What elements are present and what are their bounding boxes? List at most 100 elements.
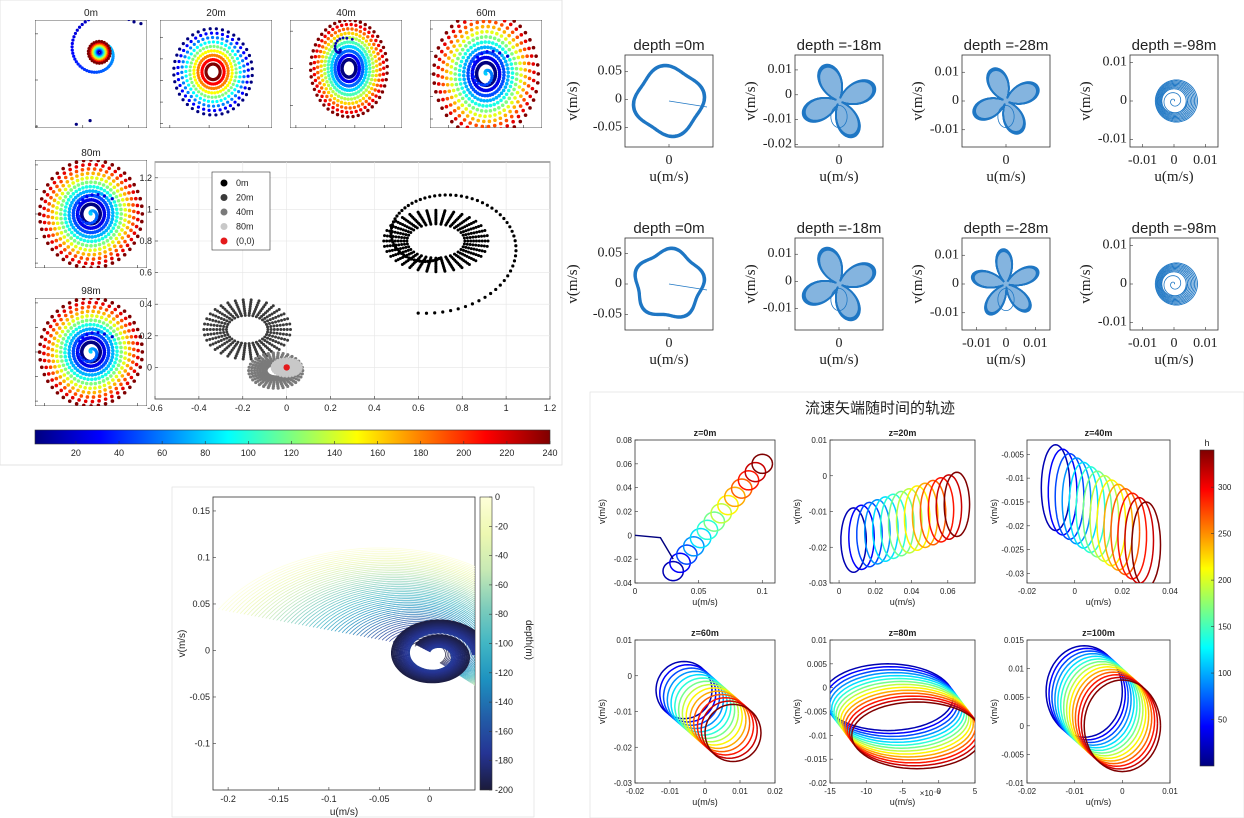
y-tick-label: -0.01 (930, 305, 959, 320)
scatter-point-80m (278, 357, 282, 362)
spiral-point (183, 86, 188, 90)
spiral-point (205, 45, 209, 49)
spiral-point (246, 62, 250, 66)
trajectory-line (395, 622, 475, 681)
spiral-point (94, 189, 98, 194)
scatter-point-80m (285, 374, 289, 378)
y-tick-label: -0.05 (189, 692, 210, 702)
spiral-point (110, 256, 114, 261)
scatter-point-20m (242, 348, 246, 352)
spiral-point (89, 382, 93, 386)
spiral-point (74, 382, 78, 387)
spiral-point (81, 252, 86, 256)
scatter-point-80m (294, 359, 298, 363)
colorbar-tick-label: -180 (495, 756, 513, 766)
x-axis-label: u(m/s) (692, 597, 718, 607)
spiral-point (110, 394, 114, 399)
spiral-point (233, 63, 237, 67)
scatter-point-20m (215, 324, 219, 328)
spiral-point (500, 82, 504, 86)
spiral-point (201, 88, 205, 92)
spiral-series (471, 49, 510, 87)
scatter-point-20m (217, 320, 221, 324)
spiral-point (324, 46, 328, 50)
spiral-point (316, 37, 321, 42)
spiral-point (330, 60, 335, 64)
spiral-point (346, 97, 350, 101)
y-axis-label: v(m/s) (565, 264, 581, 303)
spiral-point (344, 106, 348, 110)
spiral-point (131, 328, 136, 332)
spiral-point (76, 321, 81, 325)
spiral-point (72, 35, 76, 39)
spiral-point (176, 71, 180, 76)
scatter-point-20m (272, 331, 276, 335)
scatter-point-0m (407, 226, 411, 230)
y-tick-label: 0 (615, 276, 622, 291)
spiral-point (58, 212, 63, 216)
spiral-point (475, 55, 480, 59)
trajectory-line (1117, 492, 1148, 580)
scatter-point-20m (202, 327, 206, 331)
spiral-point (455, 20, 460, 23)
spiral-point (61, 225, 66, 230)
trajectory-line (218, 547, 475, 610)
spiral-point (206, 99, 211, 103)
spiral-point (441, 82, 445, 87)
spiral-series (86, 39, 112, 65)
spiral-point (444, 76, 449, 80)
spiral-point (71, 349, 76, 353)
spiral-point (487, 40, 491, 45)
scatter-point-0m (452, 268, 456, 272)
spiral-point (462, 118, 467, 122)
scatter-point-20m (271, 338, 275, 342)
spiral-point (202, 112, 206, 116)
spiral-point (523, 74, 528, 79)
spiral-point (66, 233, 70, 237)
trajectory-line (1157, 265, 1194, 303)
spiral-point (55, 253, 60, 257)
spiral-point (384, 77, 388, 82)
spiral-point (123, 369, 128, 373)
spiral-point (63, 351, 67, 355)
spiral-point (378, 73, 382, 77)
spiral-point (106, 198, 111, 203)
scatter-point-0m (400, 243, 404, 247)
scatter-point-0m (463, 253, 467, 257)
spiral-point (72, 239, 77, 243)
spiral-point (172, 73, 176, 77)
scatter-point-0m (483, 250, 487, 254)
spiral-point (95, 70, 99, 74)
spiral-point (49, 333, 53, 338)
spiral-point (48, 227, 53, 232)
spiral-point (434, 90, 438, 94)
spiral-point (123, 316, 128, 321)
spiral-point (367, 70, 372, 74)
scatter-point-20m (231, 314, 235, 318)
scatter-point-0m (385, 250, 389, 254)
spiral-point (449, 95, 454, 100)
trajectory-line (239, 558, 475, 614)
spiral-point (55, 359, 60, 364)
scatter-point-20m (260, 341, 264, 345)
spiral-point (136, 217, 140, 222)
scatter-point-20m (275, 324, 279, 328)
scatter-point-20m (282, 343, 286, 347)
spiral-point (473, 95, 477, 100)
spiral-point (331, 74, 335, 79)
spiral-point (500, 47, 505, 52)
spiral-point (99, 177, 104, 182)
y-tick-label: 1.2 (139, 173, 152, 183)
spiral-point (98, 247, 102, 251)
spiral-point (88, 386, 92, 391)
spiral-point (61, 166, 65, 171)
y-tick-label: 0 (205, 645, 210, 655)
scatter-point-40m (257, 354, 262, 359)
scatter-point-20m (265, 322, 269, 326)
trajectory-line (247, 561, 475, 616)
scatter-point-20m (247, 311, 251, 315)
spiral-point (346, 115, 350, 119)
spiral-point (519, 33, 524, 37)
scatter-point-0m (502, 278, 506, 283)
trajectory-line (1103, 483, 1134, 571)
